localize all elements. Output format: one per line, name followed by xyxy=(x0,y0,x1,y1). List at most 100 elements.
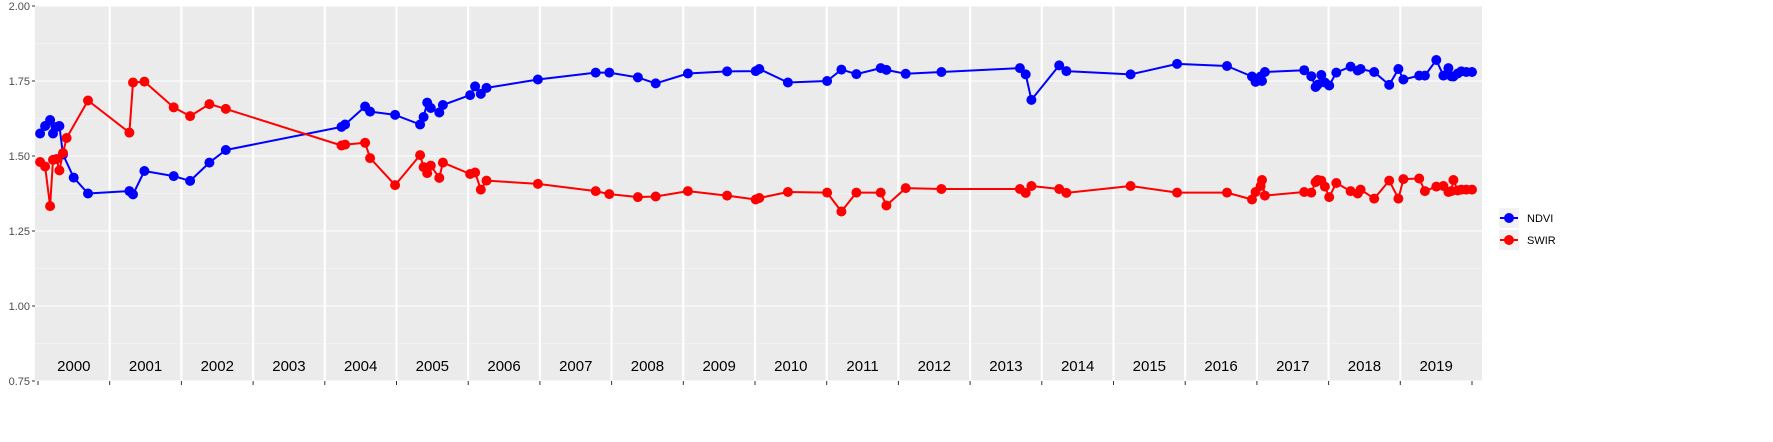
legend-swir-marker xyxy=(1504,235,1514,245)
swir-point xyxy=(1026,181,1037,191)
ndvi-point xyxy=(936,67,947,77)
ndvi-point xyxy=(434,107,445,118)
facet-label-2009: 2009 xyxy=(702,358,735,375)
ndvi-point xyxy=(1026,94,1037,105)
swir-point xyxy=(1355,184,1366,195)
ndvi-point xyxy=(68,172,79,183)
facet-label-2000: 2000 xyxy=(57,358,90,375)
facet-label-2007: 2007 xyxy=(559,358,592,375)
swir-point xyxy=(1247,194,1257,205)
ndvi-point xyxy=(1467,67,1477,77)
swir-point xyxy=(1419,186,1430,197)
ndvi-point xyxy=(1331,67,1342,78)
ndvi-point xyxy=(650,78,661,89)
ndvi-point xyxy=(1438,70,1449,81)
swir-point xyxy=(1257,175,1267,185)
ndvi-point xyxy=(1393,64,1404,74)
swir-point xyxy=(58,148,68,158)
facet-label-2012: 2012 xyxy=(918,358,951,375)
swir-point xyxy=(782,187,793,197)
swir-point xyxy=(1398,174,1409,185)
facet-label-2008: 2008 xyxy=(631,358,664,375)
ndvi-point xyxy=(836,64,847,75)
swir-point xyxy=(936,184,947,194)
ndvi-point xyxy=(470,81,481,92)
ndvi-point xyxy=(1369,67,1380,77)
ndvi-point xyxy=(1355,64,1366,74)
ndvi-point xyxy=(83,188,93,199)
facet-label-2004: 2004 xyxy=(344,358,377,375)
ndvi-point xyxy=(1324,80,1335,91)
data-series xyxy=(35,55,1477,217)
ndvi-point xyxy=(1316,70,1327,80)
facet-labels: 2000 2001 2002 2003 2004 2005 2006 2007 2008 2009… xyxy=(57,358,1453,375)
swir-point xyxy=(881,200,892,211)
swir-point xyxy=(415,150,426,161)
swir-point xyxy=(1319,181,1330,192)
swir-point xyxy=(1369,193,1380,204)
swir-point xyxy=(475,184,486,195)
facet-label-2018: 2018 xyxy=(1348,358,1381,375)
ndvi-point xyxy=(1125,69,1136,80)
ndvi-point xyxy=(1061,66,1072,77)
ndvi-point xyxy=(365,106,376,117)
swir-point xyxy=(1020,187,1031,198)
swir-point xyxy=(1172,187,1183,198)
ndvi-point xyxy=(220,145,231,155)
swir-point xyxy=(822,187,833,198)
y-tick-label: 1.00 xyxy=(9,301,30,313)
facet-label-2003: 2003 xyxy=(272,358,305,375)
swir-point xyxy=(390,180,401,191)
ndvi-point xyxy=(54,121,65,131)
ndvi-point xyxy=(900,68,911,79)
swir-point xyxy=(481,175,492,186)
ndvi-point xyxy=(168,171,179,182)
legend-swir-label: SWIR xyxy=(1527,235,1556,247)
ndvi-point xyxy=(1020,69,1031,80)
swir-point xyxy=(437,157,448,168)
swir-point xyxy=(61,133,72,143)
y-tick-label: 0.75 xyxy=(9,376,30,388)
swir-point xyxy=(365,153,376,164)
ndvi-point xyxy=(604,67,615,78)
facet-label-2016: 2016 xyxy=(1204,358,1237,375)
swir-point xyxy=(54,165,65,176)
swir-point xyxy=(340,139,351,150)
ndvi-point xyxy=(1259,67,1270,77)
ndvi-point xyxy=(415,119,426,130)
swir-point xyxy=(470,167,481,178)
swir-point xyxy=(532,178,543,189)
facet-label-2019: 2019 xyxy=(1419,358,1452,375)
ndvi-point xyxy=(1299,65,1310,76)
swir-point xyxy=(590,186,601,197)
ndvi-point xyxy=(532,74,543,85)
swir-point xyxy=(754,193,765,203)
facet-label-2011: 2011 xyxy=(846,358,878,375)
facet-label-2002: 2002 xyxy=(201,358,234,375)
ndvi-point xyxy=(722,66,733,77)
swir-point xyxy=(1306,187,1317,198)
y-tick-label: 1.25 xyxy=(9,226,30,238)
ndvi-point xyxy=(465,90,476,101)
y-tick-label: 1.50 xyxy=(9,151,30,163)
swir-point xyxy=(1393,193,1404,204)
swir-point xyxy=(83,95,93,106)
swir-point xyxy=(1448,175,1459,185)
legend-ndvi-label: NDVI xyxy=(1527,213,1553,225)
ndvi-point xyxy=(185,175,196,186)
ndvi-point xyxy=(390,109,401,120)
facet-label-2014: 2014 xyxy=(1061,358,1094,375)
ndvi-point xyxy=(128,189,138,200)
swir-point xyxy=(40,161,51,172)
ndvi-point xyxy=(1443,63,1454,74)
ndvi-point xyxy=(1054,60,1065,71)
ndvi-point xyxy=(1172,58,1183,69)
ndvi-point xyxy=(1257,76,1267,86)
ndvi-point xyxy=(1222,61,1232,71)
ndvi-point xyxy=(851,69,862,80)
ndvi-point xyxy=(682,68,693,79)
ndvi-point xyxy=(881,64,892,75)
swir-point xyxy=(1467,184,1477,195)
swir-point xyxy=(650,191,661,202)
